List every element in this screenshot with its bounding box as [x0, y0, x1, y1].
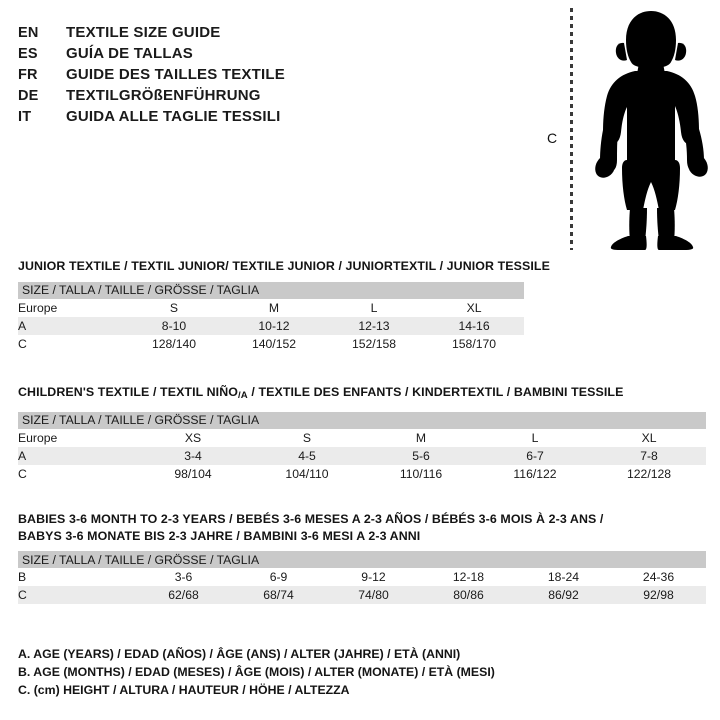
language-row-es: ES GUÍA DE TALLAS	[18, 43, 518, 64]
table-band-header: SIZE / TALLA / TAILLE / GRÖSSE / TAGLIA	[18, 551, 707, 568]
table-cell: 92/98	[611, 586, 707, 604]
table-cell: 62/68	[136, 586, 231, 604]
height-label: C	[547, 130, 558, 146]
table-cell: 122/128	[592, 464, 707, 483]
section-title-pre: CHILDREN'S TEXTILE / TEXTIL NIÑO	[18, 385, 239, 399]
language-code: ES	[18, 46, 38, 62]
table-row: Europe XS S M L XL	[18, 428, 707, 447]
table-row: C 98/104 104/110 110/116 116/122 122/128	[18, 464, 707, 483]
language-row-en: EN TEXTILE SIZE GUIDE	[18, 22, 518, 43]
table-cell: 10-12	[224, 316, 324, 335]
section-babies-textile: BABIES 3-6 MONTH TO 2-3 YEARS / BEBÉS 3-…	[18, 511, 707, 604]
language-row-de: DE TEXTILGRÖßENFÜHRUNG	[18, 85, 518, 106]
table-cell: XL	[424, 298, 525, 317]
table-cell: 5-6	[364, 446, 478, 465]
table-cell: 24-36	[611, 568, 707, 586]
table-row: B 3-6 6-9 9-12 12-18 18-24 24-36	[18, 568, 707, 586]
table-cell: 152/158	[324, 334, 424, 353]
measurement-legend: A. AGE (YEARS) / EDAD (AÑOS) / ÂGE (ANS)…	[18, 645, 495, 699]
table-cell: 14-16	[424, 316, 525, 335]
table-cell: 9-12	[326, 568, 421, 586]
table-cell: 98/104	[136, 464, 250, 483]
height-measurement-figure: C	[535, 0, 720, 255]
table-cell: 3-6	[136, 568, 231, 586]
toddler-silhouette-icon	[595, 11, 708, 250]
section-title-line1: BABIES 3-6 MONTH TO 2-3 YEARS / BEBÉS 3-…	[18, 512, 604, 526]
table-cell: 86/92	[516, 586, 611, 604]
table-cell: S	[124, 298, 224, 317]
table-cell: 68/74	[231, 586, 326, 604]
section-title-sub: /A	[238, 390, 248, 401]
table-cell: 8-10	[124, 316, 224, 335]
legend-line-a: A. AGE (YEARS) / EDAD (AÑOS) / ÂGE (ANS)…	[18, 647, 461, 661]
table-row: A 8-10 10-12 12-13 14-16	[18, 316, 525, 335]
language-row-fr: FR GUIDE DES TAILLES TEXTILE	[18, 64, 518, 85]
section-title: CHILDREN'S TEXTILE / TEXTIL NIÑO/A / TEX…	[18, 384, 706, 405]
language-title: GUIDE DES TAILLES TEXTILE	[66, 66, 285, 83]
legend-line-c: C. (cm) HEIGHT / ALTURA / HAUTEUR / HÖHE…	[18, 683, 350, 697]
table-cell: M	[224, 298, 324, 317]
table-cell: 6-7	[478, 446, 592, 465]
band-label: SIZE / TALLA / TAILLE / GRÖSSE / TAGLIA	[18, 281, 525, 299]
table-cell: 140/152	[224, 334, 324, 353]
babies-size-table: SIZE / TALLA / TAILLE / GRÖSSE / TAGLIA …	[18, 551, 707, 604]
language-title: TEXTILE SIZE GUIDE	[66, 24, 221, 41]
language-code: IT	[18, 109, 32, 125]
table-cell: 18-24	[516, 568, 611, 586]
table-cell: 110/116	[364, 464, 478, 483]
row-label: A	[18, 446, 136, 465]
table-cell: 104/110	[250, 464, 364, 483]
section-childrens-textile: CHILDREN'S TEXTILE / TEXTIL NIÑO/A / TEX…	[18, 384, 707, 483]
table-row: C 62/68 68/74 74/80 80/86 86/92 92/98	[18, 586, 707, 604]
table-cell: 6-9	[231, 568, 326, 586]
language-title: TEXTILGRÖßENFÜHRUNG	[66, 87, 261, 104]
table-cell: 12-13	[324, 316, 424, 335]
section-title-post: / TEXTILE DES ENFANTS / KINDERTEXTIL / B…	[247, 385, 624, 399]
row-label: C	[18, 586, 136, 604]
language-title: GUIDA ALLE TAGLIE TESSILI	[66, 108, 281, 125]
children-size-table: SIZE / TALLA / TAILLE / GRÖSSE / TAGLIA …	[18, 411, 707, 483]
junior-size-table: SIZE / TALLA / TAILLE / GRÖSSE / TAGLIA …	[18, 281, 525, 353]
height-dashed-line	[570, 8, 573, 250]
table-band-header: SIZE / TALLA / TAILLE / GRÖSSE / TAGLIA	[18, 411, 707, 429]
section-junior-textile: JUNIOR TEXTILE / TEXTIL JUNIOR/ TEXTILE …	[18, 258, 550, 353]
language-code: EN	[18, 25, 39, 41]
language-title: GUÍA DE TALLAS	[66, 45, 193, 62]
band-label: SIZE / TALLA / TAILLE / GRÖSSE / TAGLIA	[18, 551, 707, 568]
row-label: Europe	[18, 298, 124, 317]
table-cell: M	[364, 428, 478, 447]
language-code: DE	[18, 88, 39, 104]
row-label: B	[18, 568, 136, 586]
table-cell: 116/122	[478, 464, 592, 483]
table-cell: S	[250, 428, 364, 447]
language-row-it: IT GUIDA ALLE TAGLIE TESSILI	[18, 106, 518, 127]
row-label: Europe	[18, 428, 136, 447]
table-cell: 80/86	[421, 586, 516, 604]
table-cell: 4-5	[250, 446, 364, 465]
row-label: A	[18, 316, 124, 335]
table-cell: 12-18	[421, 568, 516, 586]
table-row: A 3-4 4-5 5-6 6-7 7-8	[18, 446, 707, 465]
table-band-header: SIZE / TALLA / TAILLE / GRÖSSE / TAGLIA	[18, 281, 525, 299]
table-cell: 128/140	[124, 334, 224, 353]
table-cell: 74/80	[326, 586, 421, 604]
table-cell: XS	[136, 428, 250, 447]
table-cell: 7-8	[592, 446, 707, 465]
table-cell: XL	[592, 428, 707, 447]
row-label: C	[18, 334, 124, 353]
section-title: JUNIOR TEXTILE / TEXTIL JUNIOR/ TEXTILE …	[18, 259, 550, 273]
band-label: SIZE / TALLA / TAILLE / GRÖSSE / TAGLIA	[18, 411, 707, 429]
section-title-line2: BABYS 3-6 MONATE BIS 2-3 JAHRE / BAMBINI…	[18, 528, 421, 543]
table-cell: L	[478, 428, 592, 447]
row-label: C	[18, 464, 136, 483]
table-cell: L	[324, 298, 424, 317]
language-title-list: EN TEXTILE SIZE GUIDE ES GUÍA DE TALLAS …	[18, 22, 518, 127]
language-code: FR	[18, 67, 38, 83]
table-cell: 158/170	[424, 334, 525, 353]
table-cell: 3-4	[136, 446, 250, 465]
legend-line-b: B. AGE (MONTHS) / EDAD (MESES) / ÂGE (MO…	[18, 665, 495, 679]
table-row: C 128/140 140/152 152/158 158/170	[18, 334, 525, 353]
table-row: Europe S M L XL	[18, 298, 525, 317]
